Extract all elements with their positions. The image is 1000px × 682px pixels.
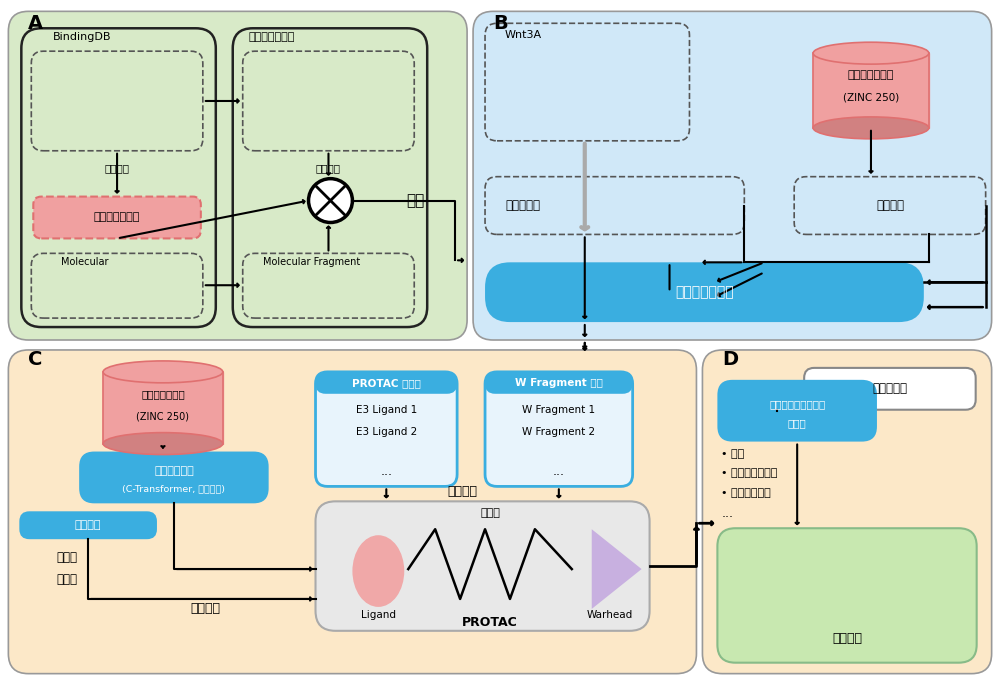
Text: (ZINC 250): (ZINC 250)	[136, 412, 189, 421]
Ellipse shape	[813, 42, 929, 64]
Text: • 毒性: • 毒性	[721, 449, 745, 458]
Text: W Fragment 2: W Fragment 2	[522, 427, 595, 436]
Text: (ZINC 250): (ZINC 250)	[843, 93, 899, 103]
Text: 多维度的分子属性筛: 多维度的分子属性筛	[769, 399, 825, 409]
Text: 连接子: 连接子	[480, 508, 500, 518]
Text: Wnt3A: Wnt3A	[505, 30, 542, 40]
Text: 候选分子: 候选分子	[832, 632, 862, 645]
Text: W Fragment 1: W Fragment 1	[522, 404, 595, 415]
FancyBboxPatch shape	[316, 501, 650, 631]
Text: 分子片段: 分子片段	[876, 199, 904, 212]
Text: 湿实验验证: 湿实验验证	[872, 383, 907, 396]
Text: A: A	[28, 14, 43, 33]
Text: 亲和力预测模型: 亲和力预测模型	[675, 285, 734, 299]
Text: E3 Ligand 2: E3 Ligand 2	[356, 427, 417, 436]
FancyBboxPatch shape	[79, 451, 269, 503]
FancyBboxPatch shape	[804, 368, 976, 410]
FancyBboxPatch shape	[19, 512, 157, 539]
FancyBboxPatch shape	[316, 372, 457, 394]
Text: • 肾小球滤过率: • 肾小球滤过率	[721, 488, 771, 499]
Text: 结构约束: 结构约束	[447, 485, 477, 498]
FancyBboxPatch shape	[8, 350, 696, 674]
Text: 小分子化合物库: 小分子化合物库	[848, 70, 894, 80]
FancyBboxPatch shape	[485, 372, 633, 486]
FancyBboxPatch shape	[717, 380, 877, 441]
Text: 分子生成模型: 分子生成模型	[154, 466, 194, 477]
Text: 小分子化合物库: 小分子化合物库	[141, 389, 185, 399]
Text: ...: ...	[553, 465, 565, 478]
Bar	[103, 372, 223, 443]
Text: 活性分子片段化: 活性分子片段化	[249, 32, 295, 42]
FancyBboxPatch shape	[485, 372, 633, 394]
Text: PROTAC: PROTAC	[462, 617, 518, 629]
Text: 约束属性: 约束属性	[75, 520, 101, 530]
Ellipse shape	[103, 361, 223, 383]
Text: • 血脑屏障通透率: • 血脑屏障通透率	[721, 469, 778, 479]
FancyBboxPatch shape	[33, 196, 201, 239]
Ellipse shape	[813, 117, 929, 139]
Text: 水溶性: 水溶性	[56, 572, 77, 586]
Text: 蛋白片段: 蛋白片段	[316, 163, 341, 173]
Text: 脂溶性: 脂溶性	[56, 550, 77, 563]
Text: W Fragment 排序: W Fragment 排序	[515, 378, 603, 388]
FancyBboxPatch shape	[8, 12, 467, 340]
Text: 训练: 训练	[406, 193, 424, 208]
Text: Molecular Fragment: Molecular Fragment	[263, 257, 360, 267]
Circle shape	[309, 179, 352, 222]
Text: B: B	[493, 14, 508, 33]
FancyBboxPatch shape	[316, 372, 457, 486]
Text: 属性约束: 属性约束	[191, 602, 221, 615]
Text: PROTAC 数据库: PROTAC 数据库	[352, 378, 421, 388]
FancyBboxPatch shape	[717, 529, 977, 663]
Text: 选模型: 选模型	[788, 419, 807, 429]
FancyBboxPatch shape	[473, 12, 992, 340]
Bar	[813, 53, 929, 128]
Text: BindingDB: BindingDB	[53, 32, 112, 42]
Text: E3 Ligand 1: E3 Ligand 1	[356, 404, 417, 415]
Ellipse shape	[352, 535, 404, 607]
Text: C: C	[28, 351, 43, 370]
Text: Warhead: Warhead	[587, 610, 633, 620]
Text: 蛋白分子亲和力: 蛋白分子亲和力	[94, 213, 140, 222]
Text: 蛋白质片段: 蛋白质片段	[505, 199, 540, 212]
Text: Molecular: Molecular	[61, 257, 109, 267]
Text: D: D	[722, 351, 739, 370]
Text: 分子片段: 分子片段	[105, 163, 130, 173]
Text: ...: ...	[721, 507, 733, 520]
Text: Ligand: Ligand	[361, 610, 396, 620]
Text: (C-Transformer, 强化学习): (C-Transformer, 强化学习)	[122, 484, 225, 493]
FancyBboxPatch shape	[485, 263, 924, 322]
FancyBboxPatch shape	[702, 350, 992, 674]
Polygon shape	[592, 529, 642, 609]
Text: ...: ...	[380, 465, 392, 478]
Ellipse shape	[103, 432, 223, 454]
